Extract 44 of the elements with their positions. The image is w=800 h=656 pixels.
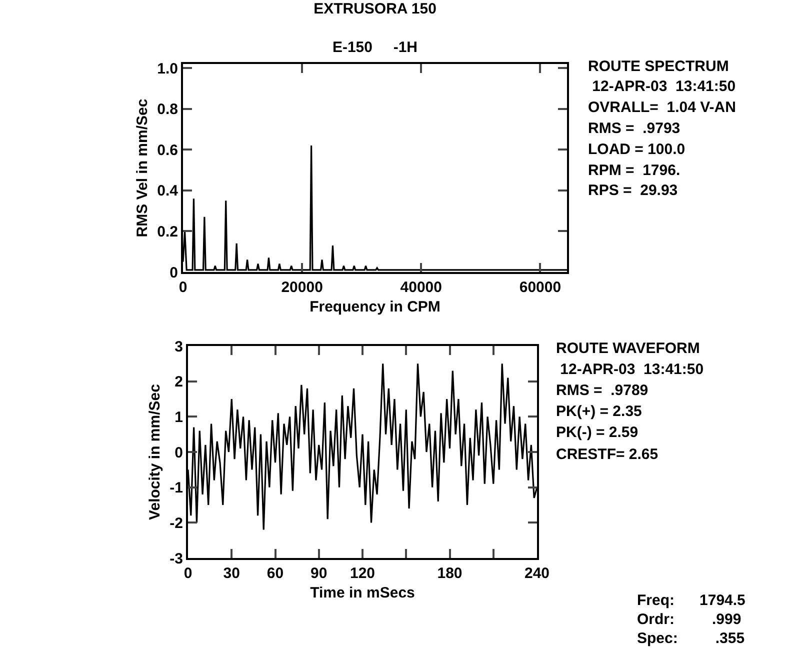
y-tick-label: 0 — [174, 444, 183, 462]
y-tick-label: 0.4 — [157, 182, 179, 200]
x-tick-label: 90 — [310, 565, 328, 582]
y-tick-label: 0 — [170, 264, 178, 282]
text: RPM = 1796. — [588, 162, 680, 179]
x-tick-label: 240 — [524, 565, 550, 582]
x-tick-label: 60000 — [519, 279, 562, 296]
text: Ordr: .999 — [637, 611, 742, 628]
text: 12-APR-03 13:41:50 — [588, 78, 736, 95]
y-tick-label: -1 — [170, 480, 183, 497]
x-tick-label: 180 — [437, 565, 462, 582]
text: Spec: .355 — [637, 630, 745, 647]
text: PK(-) = 2.59 — [556, 424, 638, 441]
y-tick-label: 0.2 — [157, 223, 178, 240]
y-tick-label: 2 — [174, 374, 183, 391]
x-tick-label: 30 — [223, 565, 240, 582]
y-tick-label: -3 — [170, 550, 183, 568]
x-axis-title: Time in mSecs — [310, 584, 415, 602]
x-tick-label: 120 — [350, 565, 376, 582]
text: LOAD = 100.0 — [588, 141, 686, 158]
y-axis-title: Velocity in mm/Sec — [146, 384, 164, 520]
text: RMS = .9793 — [588, 120, 680, 137]
text: RMS = .9789 — [556, 382, 648, 399]
y-tick-label: 1.0 — [157, 60, 178, 78]
y-axis-title: RMS Vel in mm/Sec — [134, 98, 151, 238]
text: RPS = 29.93 — [588, 182, 678, 199]
text: ROUTE WAVEFORM — [556, 340, 700, 357]
text: CRESTF= 2.65 — [556, 446, 658, 463]
chart-subtitle: E-150 -1H — [332, 39, 418, 56]
y-tick-label: 0.6 — [157, 142, 178, 159]
x-tick-label: 20000 — [281, 279, 323, 296]
x-tick-label: 60 — [266, 565, 284, 582]
y-tick-label: -2 — [170, 514, 183, 532]
text: Freq: 1794.5 — [637, 592, 746, 609]
text: PK(+) = 2.35 — [556, 403, 642, 420]
text: ROUTE SPECTRUM — [588, 58, 729, 75]
chart-title: EXTRUSORA 150 — [314, 0, 436, 18]
text: 12-APR-03 13:41:50 — [556, 361, 704, 378]
y-tick-label: 0.8 — [157, 101, 178, 118]
y-tick-label: 3 — [174, 338, 183, 356]
x-tick-label: 40000 — [400, 279, 442, 296]
x-axis-title: Frequency in CPM — [310, 298, 440, 316]
text: OVRALL= 1.04 V-AN — [588, 99, 736, 116]
y-tick-label: 1 — [174, 408, 183, 426]
